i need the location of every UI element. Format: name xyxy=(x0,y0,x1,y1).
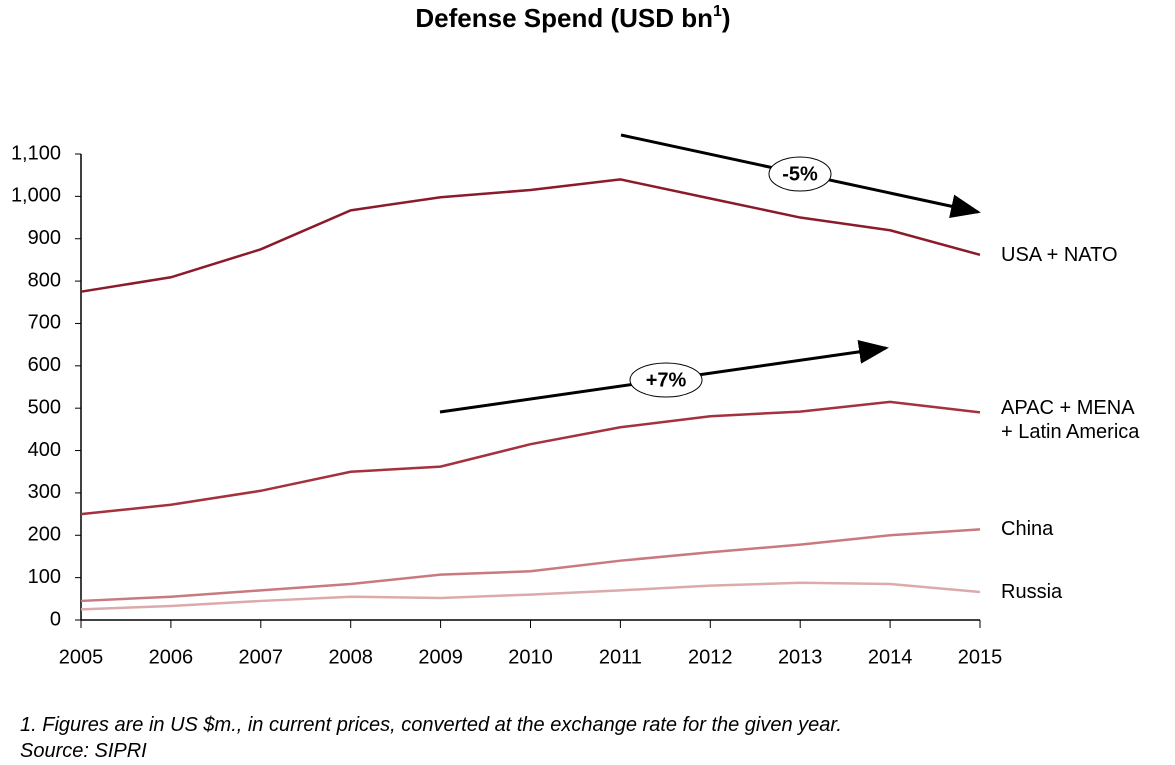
y-tick-label: 800 xyxy=(28,269,61,291)
series-line xyxy=(80,400,981,516)
x-tick-label: 2011 xyxy=(599,646,642,668)
y-tick-label: 200 xyxy=(28,524,61,546)
y-tick-label: 0 xyxy=(50,608,61,630)
annotation: -5% xyxy=(782,163,818,185)
y-tick-label: 400 xyxy=(28,439,61,461)
y-tick-label: 1,000 xyxy=(11,185,61,207)
y-tick-label: 300 xyxy=(28,481,61,503)
y-tick-label: 100 xyxy=(28,566,61,588)
series-label: China xyxy=(1001,518,1054,541)
x-tick-label: 2005 xyxy=(59,646,104,668)
x-tick-label: 2015 xyxy=(958,646,1003,668)
series-line xyxy=(80,528,981,603)
x-tick-label: 2009 xyxy=(418,646,463,668)
series-label: Russia xyxy=(1001,581,1063,604)
x-tick-label: 2007 xyxy=(239,646,284,668)
y-tick-label: 600 xyxy=(28,354,61,376)
y-tick-label: 500 xyxy=(28,396,61,418)
annotation-bubble xyxy=(629,362,703,398)
x-tick-label: 2012 xyxy=(688,646,733,668)
y-tick-label: 900 xyxy=(28,227,61,249)
annotation-bubble xyxy=(768,156,832,192)
x-tick-label: 2006 xyxy=(149,646,194,668)
x-tick-label: 2008 xyxy=(328,646,373,668)
series-label: USA + NATO xyxy=(1001,243,1118,266)
series-line xyxy=(80,581,981,611)
annotation: +7% xyxy=(646,369,687,391)
series-line xyxy=(80,178,981,293)
footnote: Source: SIPRI xyxy=(20,740,147,762)
y-tick-label: 1,100 xyxy=(11,142,61,164)
x-tick-label: 2014 xyxy=(868,646,913,668)
y-tick-label: 700 xyxy=(28,312,61,334)
x-tick-label: 2013 xyxy=(778,646,823,668)
chart-title: Defense Spend (USD bn1) xyxy=(415,3,730,33)
footnote: 1. Figures are in US $m., in current pri… xyxy=(20,714,842,736)
series-label: APAC + MENA + Latin America xyxy=(1001,397,1140,444)
x-tick-label: 2010 xyxy=(508,646,553,668)
